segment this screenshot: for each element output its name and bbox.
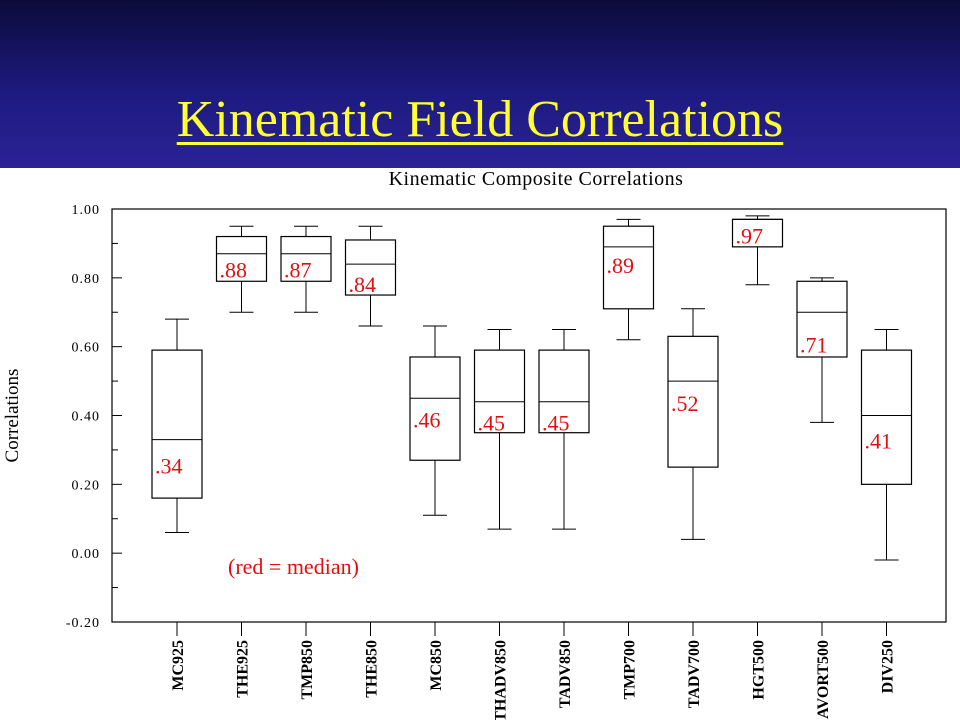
median-value-label: .45: [478, 411, 506, 436]
box-iqr: [538, 349, 590, 434]
y-axis-label: Correlations: [2, 369, 23, 463]
box-iqr: [215, 235, 268, 282]
x-category-label: TMP700: [622, 640, 639, 700]
y-tick-label: 1.00: [72, 203, 101, 218]
box-iqr: [151, 349, 203, 499]
x-category-label: DIV250: [880, 640, 897, 693]
y-tick-label: -0.20: [66, 616, 100, 631]
median-value-label: .45: [542, 411, 570, 436]
box-iqr: [473, 349, 526, 434]
x-category-label: MC925: [170, 640, 187, 691]
chart-title: Kinematic Composite Correlations: [389, 168, 684, 190]
boxplot-chart: Kinematic Composite Correlations Correlat…: [2, 168, 947, 720]
median-value-label: .46: [413, 407, 441, 432]
x-category-label: HGT500: [751, 640, 768, 700]
median-value-label: .84: [349, 272, 377, 297]
box-iqr: [409, 356, 461, 461]
box-iqr: [731, 218, 784, 248]
median-value-label: .97: [736, 223, 764, 248]
x-category-label: TADV700: [686, 640, 703, 708]
x-category-label: AVORT500: [815, 640, 832, 719]
median-value-label: .41: [865, 429, 893, 454]
box-iqr: [602, 225, 655, 310]
median-value-label: .71: [800, 332, 828, 357]
y-tick-label: 0.40: [72, 410, 101, 425]
x-category-label: MC850: [428, 640, 445, 691]
median-value-label: .89: [607, 253, 635, 278]
median-annotation: (red = median): [228, 554, 359, 579]
title-banner: [0, 0, 960, 168]
median-value-label: .88: [220, 258, 248, 283]
box-iqr: [280, 235, 332, 282]
x-category-label: THE925: [235, 640, 252, 698]
median-value-label: .87: [284, 258, 312, 283]
x-category-label: TADV850: [557, 640, 574, 708]
y-tick-label: 0.60: [72, 341, 101, 356]
box-iqr: [860, 349, 913, 485]
slide-title: Kinematic Field Correlations: [176, 91, 784, 148]
y-tick-label: 0.20: [72, 478, 101, 493]
y-tick-label: 0.00: [72, 547, 101, 562]
y-tick-label: 0.80: [72, 272, 101, 287]
median-value-label: .52: [671, 391, 699, 416]
x-category-label: THE850: [364, 640, 381, 698]
box-iqr: [667, 335, 719, 468]
x-category-label: TMP850: [299, 640, 316, 700]
box-iqr: [796, 280, 848, 358]
box-iqr: [344, 239, 397, 296]
median-value-label: .34: [155, 454, 183, 479]
x-category-label: THADV850: [493, 640, 510, 720]
